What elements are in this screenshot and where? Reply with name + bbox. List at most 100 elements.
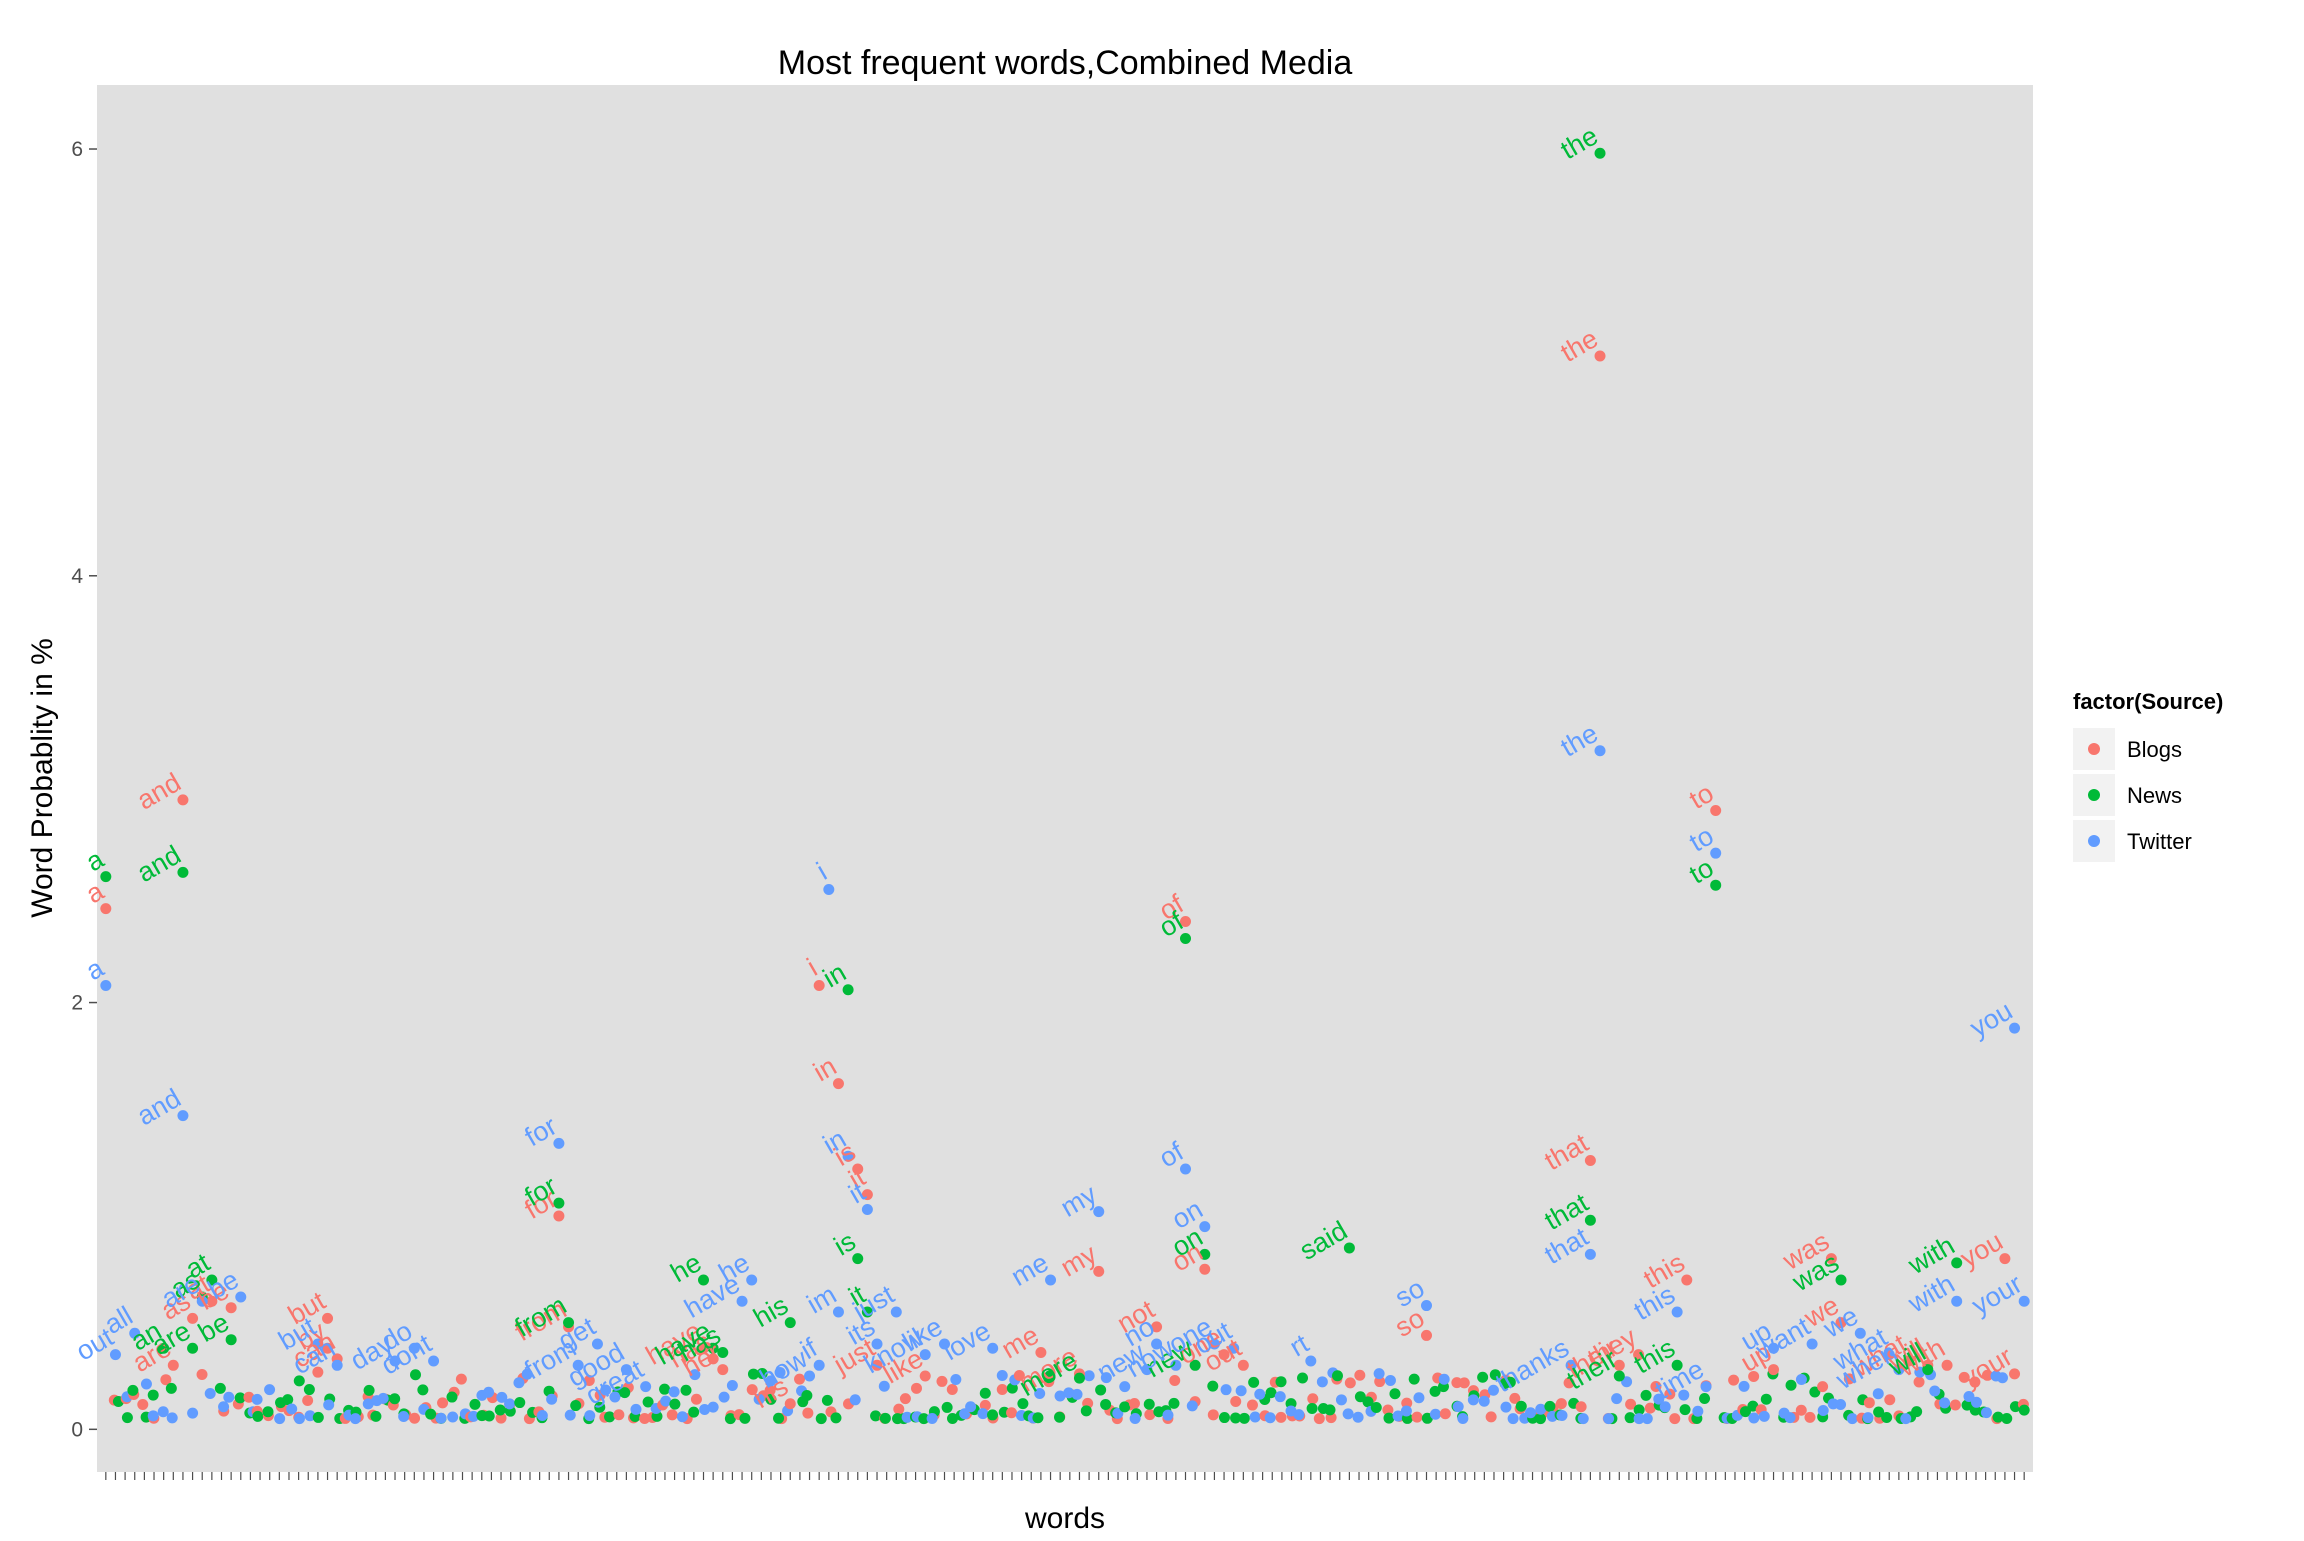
data-point <box>736 1295 748 1307</box>
data-point <box>1143 1398 1155 1410</box>
data-point <box>1274 1391 1286 1403</box>
data-point <box>707 1342 719 1354</box>
data-point <box>802 1407 814 1419</box>
data-point <box>784 1398 796 1410</box>
data-point <box>1044 1370 1056 1382</box>
data-point <box>1958 1371 1970 1383</box>
data-point <box>1457 1412 1469 1424</box>
data-point <box>206 1295 218 1307</box>
data-point <box>707 1401 719 1413</box>
data-point <box>756 1367 768 1379</box>
data-point <box>871 1338 883 1350</box>
data-point <box>1246 1399 1258 1411</box>
data-point <box>234 1392 246 1404</box>
data-point <box>363 1384 375 1396</box>
data-point <box>302 1395 314 1407</box>
data-point <box>1678 1389 1690 1401</box>
data-point <box>1785 1379 1797 1391</box>
data-point <box>389 1393 401 1405</box>
data-point <box>1151 1321 1163 1333</box>
data-point <box>1478 1395 1490 1407</box>
data-point <box>666 1409 678 1421</box>
data-point <box>1411 1411 1423 1423</box>
data-point <box>504 1398 516 1410</box>
data-point <box>941 1401 953 1413</box>
data-point <box>1452 1401 1464 1413</box>
data-point <box>1843 1373 1855 1385</box>
data-point <box>878 1380 890 1392</box>
data-point <box>861 1204 873 1216</box>
data-point <box>1297 1372 1309 1384</box>
data-point <box>746 1384 758 1396</box>
x-axis-title: words <box>1024 1502 1105 1535</box>
data-point <box>946 1384 958 1396</box>
data-point <box>1054 1390 1066 1402</box>
data-point <box>1128 1397 1140 1409</box>
data-point <box>177 1110 189 1122</box>
data-point <box>987 1409 999 1421</box>
data-point <box>1633 1413 1645 1425</box>
data-point <box>1641 1413 1653 1425</box>
data-point <box>842 1150 854 1162</box>
data-point <box>483 1410 495 1422</box>
data-point <box>1180 1163 1191 1175</box>
data-point <box>437 1397 449 1409</box>
data-point <box>1438 1373 1450 1385</box>
data-point <box>262 1406 274 1418</box>
data-point <box>137 1398 149 1410</box>
data-point <box>1189 1359 1201 1371</box>
data-point <box>1710 805 1722 817</box>
data-point <box>1809 1386 1821 1398</box>
data-point <box>252 1410 264 1422</box>
data-point <box>1487 1384 1499 1396</box>
data-point <box>187 1342 199 1354</box>
data-point <box>852 1163 864 1175</box>
data-point <box>1584 1214 1596 1226</box>
data-point <box>1370 1401 1382 1413</box>
data-point <box>1996 1372 2008 1384</box>
data-point <box>166 1412 178 1424</box>
data-point <box>600 1384 612 1396</box>
data-point <box>1169 1375 1181 1387</box>
data-point <box>546 1393 558 1405</box>
data-point <box>950 1373 962 1385</box>
data-point <box>1373 1368 1385 1380</box>
data-point <box>1305 1355 1317 1367</box>
data-point <box>129 1327 141 1339</box>
data-point <box>1768 1342 1780 1354</box>
data-point <box>177 794 189 806</box>
data-point <box>468 1410 480 1422</box>
data-point <box>1624 1412 1636 1424</box>
data-point <box>1507 1413 1519 1425</box>
data-point <box>1883 1349 1895 1361</box>
data-point <box>1992 1411 2004 1423</box>
data-point <box>1032 1412 1044 1424</box>
y-tick-label: 6 <box>71 138 83 161</box>
data-point <box>1237 1359 1249 1371</box>
data-point <box>630 1403 642 1415</box>
data-point <box>1228 1342 1240 1354</box>
data-point <box>1760 1393 1772 1405</box>
data-point <box>322 1312 334 1324</box>
data-point <box>513 1377 525 1389</box>
data-point <box>304 1410 316 1422</box>
data-point <box>1458 1377 1470 1389</box>
data-point <box>398 1411 410 1423</box>
data-point <box>659 1383 671 1395</box>
data-point <box>765 1393 777 1405</box>
data-point <box>521 1368 533 1380</box>
data-point <box>1477 1371 1489 1383</box>
x-axis <box>105 1472 2025 1480</box>
data-point <box>1017 1398 1029 1410</box>
data-point <box>331 1359 343 1371</box>
data-point <box>389 1355 401 1367</box>
data-point <box>1208 1338 1220 1350</box>
data-point <box>1951 1295 1963 1307</box>
data-point <box>1900 1413 1912 1425</box>
data-point <box>830 1412 842 1424</box>
data-point <box>1095 1384 1107 1396</box>
data-point <box>408 1342 420 1354</box>
data-point <box>821 1394 833 1406</box>
data-point <box>765 1375 777 1387</box>
legend-swatch <box>2088 743 2100 755</box>
